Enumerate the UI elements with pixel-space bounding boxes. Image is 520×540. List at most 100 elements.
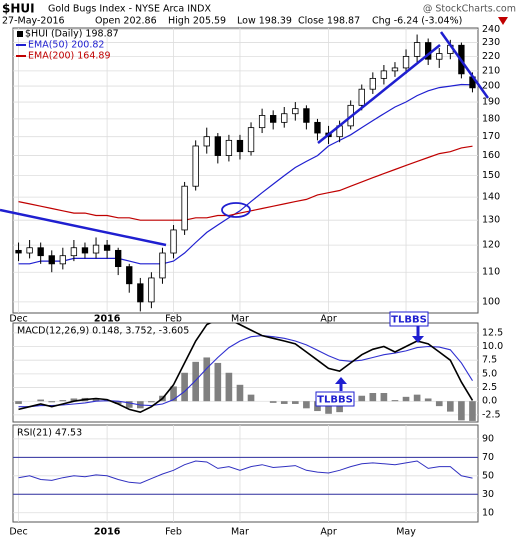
candle-body [103, 244, 111, 251]
candle-body [292, 108, 299, 115]
candle-body [126, 266, 133, 285]
y-tick-label: -2.5 [482, 409, 501, 420]
y-tick-label: 210 [482, 65, 500, 76]
candle-body [70, 247, 78, 257]
y-tick-label: 130 [482, 215, 500, 226]
series-line [18, 323, 474, 414]
histogram-bar [336, 401, 343, 413]
y-tick-label: 240 [482, 24, 500, 35]
x-tick-label: Dec [9, 314, 27, 325]
histogram-bar [214, 362, 222, 402]
candle-body [247, 127, 255, 153]
histogram-bar [181, 372, 188, 402]
histogram-bar [413, 394, 421, 402]
histogram-bar [369, 393, 377, 402]
candle-body [203, 136, 210, 147]
y-tick-label: 160 [482, 150, 500, 161]
y-tick-label: 170 [482, 131, 500, 142]
candle-body [380, 70, 388, 79]
date: 27-May-2016 [2, 16, 65, 27]
legend-label: EMA(200) 164.89 [28, 51, 111, 62]
x-tick-label: Apr [320, 527, 337, 538]
quote-high: High 205.59 [168, 16, 226, 27]
y-tick-label: 140 [482, 192, 500, 203]
histogram-bar [70, 398, 78, 402]
candle-body [303, 108, 310, 123]
plots: 100 110 120 130 140 150 160 170 180 190 200 210 220 2… [9, 24, 503, 538]
y-tick-label: 0.0 [482, 396, 497, 407]
y-tick-label: 90 [482, 433, 494, 444]
annotation-arrowhead [412, 336, 424, 343]
y-tick-label: 12.5 [482, 327, 503, 338]
x-tick-label: Dec [9, 527, 27, 538]
y-tick-label: 110 [482, 267, 500, 278]
legend-marker [17, 31, 23, 37]
candle-body [148, 277, 155, 303]
candle-body [92, 244, 100, 254]
x-tick-label: Mar [231, 314, 249, 325]
y-tick-label: 120 [482, 240, 500, 251]
x-tick-label: 2016 [94, 314, 121, 325]
histogram-bar [92, 398, 100, 402]
series-line [18, 335, 473, 408]
panel-title: RSI(21) 47.53 [17, 428, 82, 439]
histogram-bar [125, 401, 133, 408]
x-tick-label: 2016 [94, 527, 121, 538]
quote-open: Open 202.86 [95, 16, 157, 27]
candle-body [181, 185, 188, 231]
candle-body [436, 53, 443, 60]
quote-close: Close 198.87 [298, 16, 360, 27]
chart-subtitle: Gold Bugs Index - NYSE Arca INDX [48, 4, 211, 15]
quote-low: Low 198.39 [237, 16, 292, 27]
y-tick-label: 100 [482, 296, 500, 307]
legend-label: $HUI (Daily) 198.87 [25, 29, 119, 40]
candle-body [170, 229, 177, 254]
histogram-bar [114, 401, 122, 404]
y-tick-label: 70 [482, 452, 494, 463]
annotation-label: TLBBS [317, 395, 353, 406]
series-line [18, 460, 473, 484]
x-tick-label: Apr [320, 314, 337, 325]
plot-area [13, 323, 478, 421]
trend-line [439, 31, 490, 99]
y-tick-label: 200 [482, 81, 500, 92]
rsi-frame [12, 424, 479, 523]
x-tick-label: Feb [165, 527, 182, 538]
histogram-bar [247, 394, 255, 402]
legend-label: EMA(50) 200.82 [28, 40, 104, 51]
candle-body [59, 255, 66, 265]
candle-body [314, 121, 321, 134]
histogram-bar [59, 400, 67, 402]
annotation-arrowhead [335, 377, 347, 384]
histogram-bar [447, 401, 454, 412]
trend-line [0, 208, 167, 247]
histogram-bar [292, 401, 299, 404]
candle-body [37, 247, 44, 257]
x-tick-label: Mar [231, 527, 249, 538]
histogram-bar [269, 401, 277, 403]
histogram-bar [458, 401, 465, 421]
x-tick-label: May [396, 527, 416, 538]
down-icon [498, 17, 508, 25]
annotation-box [315, 391, 355, 407]
y-tick-label: 180 [482, 113, 500, 124]
candle-body [358, 88, 365, 106]
candle-body [225, 139, 233, 156]
y-tick-label: 220 [482, 51, 500, 62]
histogram-bar [325, 401, 332, 414]
histogram-bar [37, 399, 44, 402]
histogram-bar [280, 401, 288, 404]
y-tick-label: 2.5 [482, 382, 497, 393]
candle-body [26, 247, 33, 254]
candle-body [159, 252, 166, 279]
plot-area [13, 425, 478, 522]
candle-body [214, 136, 221, 156]
plot-area [13, 28, 478, 313]
histogram-bar [402, 396, 410, 402]
candle-body [236, 139, 244, 153]
histogram-bar [203, 357, 211, 402]
candle-body [391, 67, 399, 72]
y-tick-label: 190 [482, 97, 500, 108]
trend-line [317, 44, 441, 144]
